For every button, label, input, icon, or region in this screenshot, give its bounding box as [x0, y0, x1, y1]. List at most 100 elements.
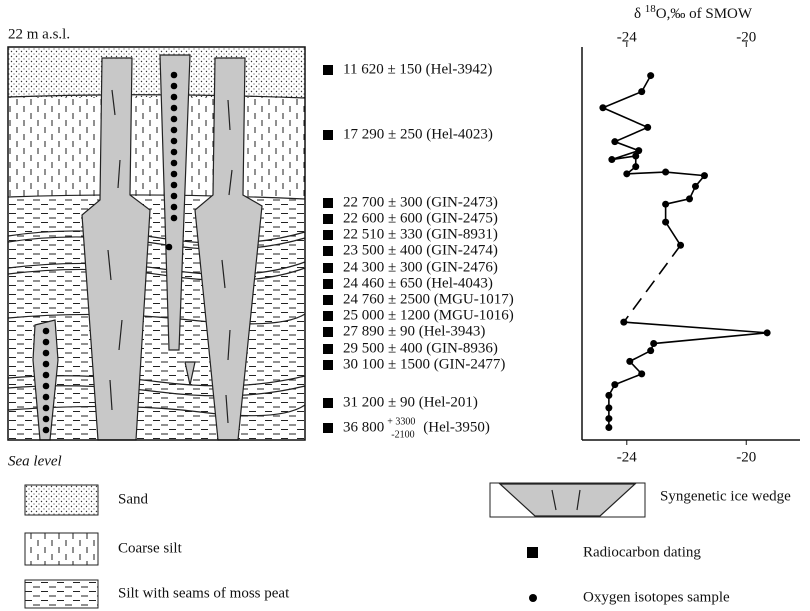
date-label: 25 000 ± 1200 (MGU-1016) [343, 307, 514, 323]
isotope-point [632, 152, 640, 160]
x-tick-label: -20 [736, 449, 756, 465]
isotope-point [644, 123, 652, 131]
date-marker [323, 423, 333, 433]
gap-connector [623, 244, 682, 323]
legend-label: Silt with seams of moss peat [118, 585, 290, 601]
sample-dot [165, 243, 173, 251]
legend-label: Radiocarbon dating [583, 544, 701, 560]
isotope-point [662, 200, 670, 208]
sample-dot [170, 170, 178, 178]
date-marker [323, 230, 333, 240]
sample-dot [42, 393, 50, 401]
date-error-plus: + 3300 [387, 416, 415, 427]
date-marker [323, 198, 333, 208]
date-label: 27 890 ± 90 (Hel-3943) [343, 323, 485, 339]
isotope-point [686, 195, 694, 203]
sample-dot [170, 126, 178, 134]
date-marker [323, 398, 333, 408]
isotope-point [647, 72, 655, 80]
column-frame [7, 46, 306, 441]
sample-dot [170, 115, 178, 123]
date-marker [323, 295, 333, 305]
isotope-point [605, 404, 613, 412]
isotope-point [605, 391, 613, 399]
date-label: 22 600 ± 600 (GIN-2475) [343, 210, 498, 226]
legend-swatch [498, 483, 637, 517]
profile-line [608, 321, 768, 428]
isotope-point [662, 218, 670, 226]
legend-label: Syngenetic ice wedge [660, 488, 791, 504]
date-label: 31 200 ± 90 (Hel-201) [343, 394, 478, 410]
sample-dot [42, 382, 50, 390]
date-marker [323, 311, 333, 321]
isotope-point [620, 318, 628, 326]
x-tick-label: -24 [617, 449, 637, 465]
isotope-point [605, 415, 613, 423]
legend-label: Oxygen isotopes sample [583, 589, 730, 605]
x-tick-label: -24 [617, 29, 637, 45]
top-elevation: 22 m a.s.l. [8, 26, 70, 42]
isotope-point [647, 347, 655, 355]
isotope-point [650, 340, 658, 348]
column: 22 m a.s.l. Sea level [7, 26, 306, 469]
sample-dot [42, 426, 50, 434]
isotope-point [638, 370, 646, 378]
date-label: 17 290 ± 250 (Hel-4023) [343, 126, 493, 142]
isotope-point [635, 147, 643, 155]
isotope-point [626, 357, 634, 365]
date-marker [323, 360, 333, 370]
x-tick-label: -20 [736, 29, 756, 45]
date-marker [323, 214, 333, 224]
title-part: 18 [645, 3, 657, 15]
legend: Sand Coarse silt Silt with seams of moss… [24, 482, 791, 609]
date-label: 11 620 ± 150 (Hel-3942) [343, 61, 492, 77]
isotope-point [700, 172, 708, 180]
layer-boundary [7, 194, 306, 200]
ice-wedge [184, 361, 196, 386]
sample-dot [170, 148, 178, 156]
dates: 11 620 ± 150 (Hel-3942) 17 290 ± 250 (Hel… [323, 61, 514, 440]
date-marker [323, 279, 333, 289]
sample-dot [170, 214, 178, 222]
date-label: 23 500 ± 400 (GIN-2474) [343, 242, 498, 258]
isotope-point [638, 88, 646, 96]
title-part: O,‰ of SMOW [656, 6, 753, 22]
legend-swatch [24, 484, 99, 516]
date-error-minus: -2100 [391, 429, 414, 440]
sample-dot [170, 203, 178, 211]
isotope-point [611, 381, 619, 389]
legend-swatch [551, 489, 581, 511]
date-label: 30 100 ± 1500 (GIN-2477) [343, 356, 505, 372]
chart-title: δ 18O,‰ of SMOW [634, 3, 753, 23]
sample-dot [42, 371, 50, 379]
sample-dot [170, 181, 178, 189]
peat-seam [7, 404, 306, 417]
date-marker [323, 130, 333, 140]
date-marker [323, 65, 333, 75]
sample-dot [42, 404, 50, 412]
isotope-point [608, 156, 616, 164]
legend-symbol [527, 547, 538, 558]
isotope-point [691, 182, 699, 190]
sample-dot [170, 192, 178, 200]
date-label: 24 760 ± 2500 (MGU-1017) [343, 291, 514, 307]
sample-dot [42, 327, 50, 335]
sample-dot [170, 159, 178, 167]
date-marker [323, 327, 333, 337]
isotope-chart: δ 18O,‰ of SMOW -24 -24 -20 -20 [581, 3, 800, 465]
sample-dot [42, 415, 50, 423]
date-marker [323, 263, 333, 273]
isotope-point [605, 423, 613, 431]
sample-dot [42, 349, 50, 357]
date-label: 22 700 ± 300 (GIN-2473) [343, 194, 498, 210]
date-lab: (Hel-3950) [423, 419, 490, 435]
date-label: 22 510 ± 330 (GIN-8931) [343, 226, 498, 242]
isotope-point [623, 170, 631, 178]
profile-line [600, 75, 707, 246]
sample-dot [42, 360, 50, 368]
sample-dot [170, 137, 178, 145]
sample-dot [170, 82, 178, 90]
sample-dot [170, 71, 178, 79]
date-label: 24 460 ± 650 (Hel-4043) [343, 275, 493, 291]
